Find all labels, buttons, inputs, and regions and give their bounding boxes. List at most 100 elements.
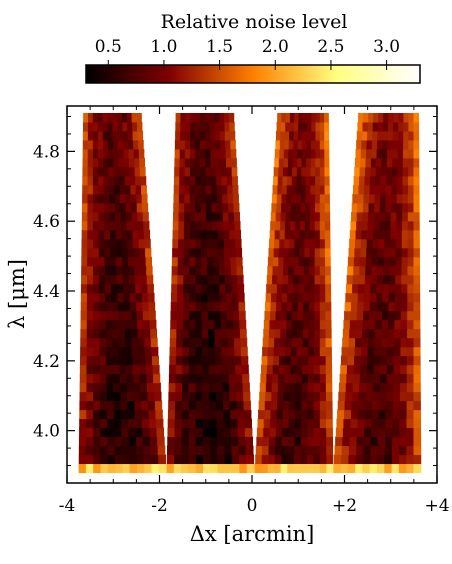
heatmap-cell (293, 139, 299, 150)
heatmap-cell (282, 427, 289, 438)
heatmap-cell (289, 247, 295, 258)
heatmap-cell (395, 274, 402, 285)
heatmap-cell (301, 400, 309, 411)
heatmap-cell (276, 121, 282, 132)
heatmap-cell (189, 310, 196, 321)
heatmap-cell (120, 220, 128, 231)
heatmap-cell (407, 319, 414, 330)
heatmap-cell (397, 175, 404, 186)
heatmap-cell (319, 283, 326, 294)
heatmap-cell (220, 139, 226, 150)
colorbar-cell (210, 65, 213, 83)
colorbar-cell (242, 65, 245, 83)
colorbar-cell (400, 65, 403, 83)
heatmap-cell (131, 337, 139, 348)
heatmap-cell (202, 391, 210, 402)
colorbar-cell (136, 65, 139, 83)
heatmap-cell (92, 139, 99, 150)
heatmap-cell (307, 409, 315, 420)
heatmap-cell (195, 454, 204, 465)
heatmap-cell (391, 202, 398, 213)
heatmap-cell (367, 130, 373, 141)
heatmap-cell (223, 229, 230, 240)
heatmap-cell (307, 436, 314, 447)
heatmap-cell (295, 211, 301, 222)
heatmap-cell (399, 454, 407, 465)
colorbar-cell (178, 65, 181, 83)
heatmap-cell (394, 328, 402, 339)
heatmap-cell (178, 193, 185, 204)
heatmap-cell (343, 418, 351, 429)
heatmap-cell (359, 256, 367, 267)
heatmap-cell (395, 247, 403, 258)
heatmap-cell (402, 157, 409, 168)
heatmap-cell (407, 283, 414, 294)
heatmap-cell (87, 238, 94, 249)
heatmap-cell (383, 247, 391, 258)
heatmap-cell (93, 418, 101, 429)
heatmap-cell (195, 247, 202, 258)
heatmap-cell (105, 301, 113, 312)
heatmap-cell (263, 328, 270, 339)
heatmap-cell (392, 418, 400, 429)
heatmap-cell (108, 175, 115, 186)
heatmap-cell (93, 454, 101, 465)
heatmap-cell (356, 319, 364, 330)
heatmap-cell (144, 346, 152, 357)
colorbar-cell (156, 65, 159, 83)
heatmap-cell (236, 400, 245, 411)
colorbar-cell (374, 65, 377, 83)
heatmap-cell (407, 292, 414, 303)
heatmap-cell (298, 292, 305, 303)
heatmap-cell (229, 382, 237, 393)
heatmap-cell (80, 292, 88, 303)
heatmap-cell (308, 364, 315, 375)
heatmap-cell (271, 382, 279, 393)
heatmap-cell (114, 418, 122, 429)
colorbar-cell (194, 65, 197, 83)
heatmap-cell (219, 283, 227, 294)
heatmap-cell (342, 436, 350, 447)
heatmap-cell (319, 409, 327, 420)
heatmap-cell (274, 148, 280, 159)
heatmap-cell (179, 166, 186, 177)
heatmap-cell (406, 382, 414, 393)
heatmap-cell (129, 166, 136, 177)
heatmap-cell (195, 328, 203, 339)
heatmap-cell (377, 463, 385, 474)
heatmap-cell (268, 454, 276, 465)
heatmap-cell (386, 391, 394, 402)
heatmap-cell (144, 463, 153, 474)
heatmap-cell (141, 292, 149, 303)
heatmap-cell (87, 202, 94, 213)
heatmap-cell (201, 337, 209, 348)
heatmap-cell (151, 463, 160, 474)
heatmap-cell (413, 364, 421, 375)
heatmap-cell (231, 445, 240, 456)
heatmap-cell (219, 112, 225, 123)
heatmap-cell (124, 175, 131, 186)
heatmap-cell (188, 382, 197, 393)
heatmap-cell (403, 121, 409, 132)
heatmap-cell (185, 121, 191, 132)
heatmap-cell (348, 445, 357, 456)
heatmap-cell (221, 175, 228, 186)
heatmap-cell (217, 454, 226, 465)
heatmap-cell (87, 175, 94, 186)
heatmap-cell (103, 166, 110, 177)
heatmap-cell (373, 364, 381, 375)
heatmap-cell (133, 139, 139, 150)
heatmap-cell (310, 202, 316, 213)
heatmap-cell (325, 301, 332, 312)
heatmap-cell (98, 193, 105, 204)
heatmap-cell (281, 301, 288, 312)
heatmap-cell (393, 121, 399, 132)
heatmap-cell (119, 175, 126, 186)
heatmap-cell (325, 265, 331, 276)
heatmap-cell (230, 139, 236, 150)
heatmap-cell (81, 238, 88, 249)
heatmap-cell (380, 355, 388, 366)
colorbar-cell (290, 65, 293, 83)
heatmap-cell (87, 121, 94, 132)
